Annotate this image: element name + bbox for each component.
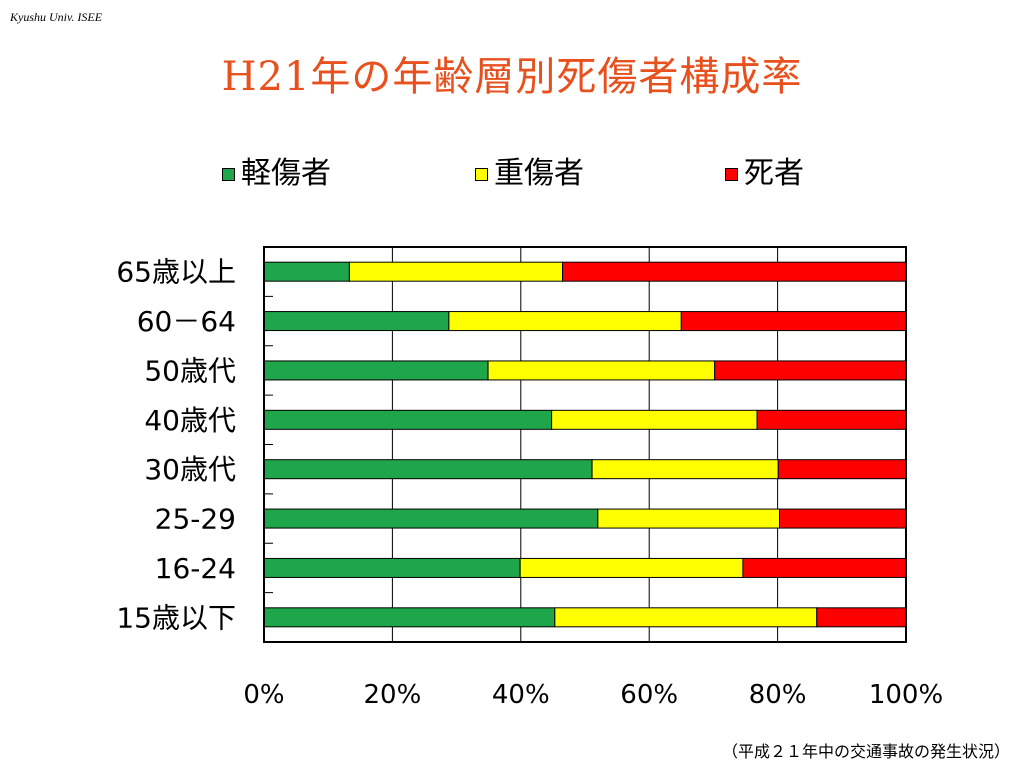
legend-swatch-serious-injury: [475, 167, 488, 181]
legend-label-minor-injury: 軽傷者: [241, 156, 331, 191]
chart-legend: 軽傷者 重傷者 死者: [222, 154, 842, 194]
plot-border: [263, 246, 907, 643]
category-label: 65歳以上: [116, 256, 236, 289]
legend-swatch-death: [725, 167, 738, 181]
category-label: 50歳代: [144, 354, 236, 387]
bar-segment: [348, 261, 564, 282]
x-tick-label: 100%: [869, 680, 943, 710]
x-tick-label: 0%: [243, 680, 284, 710]
bar-segment: [263, 459, 593, 480]
x-tick-label: 20%: [364, 680, 422, 710]
category-label: 60－64: [137, 305, 236, 338]
legend-label-serious-injury: 重傷者: [494, 156, 584, 191]
bar-segment: [263, 508, 599, 529]
bar-segment: [519, 557, 744, 578]
x-tick-label: 60%: [620, 680, 678, 710]
legend-item-serious-injury: 重傷者: [475, 154, 584, 194]
bar-segment: [551, 409, 758, 430]
bar-segment: [562, 261, 907, 282]
bar-segment: [263, 360, 489, 381]
category-label: 30歳代: [144, 453, 236, 486]
bar-segment: [779, 508, 907, 529]
bar-segment: [816, 607, 907, 628]
bar-segment: [777, 459, 907, 480]
bar-segment: [263, 311, 450, 332]
bar-segment: [591, 459, 779, 480]
category-label: 16-24: [155, 552, 236, 585]
bar-segment: [680, 311, 907, 332]
category-label: 15歳以下: [116, 601, 236, 634]
bar-segment: [597, 508, 781, 529]
organization-label: Kyushu Univ. ISEE: [10, 10, 103, 24]
x-tick-label: 80%: [749, 680, 807, 710]
legend-item-minor-injury: 軽傷者: [222, 154, 331, 194]
legend-swatch-minor-injury: [222, 167, 235, 181]
legend-item-death: 死者: [725, 154, 804, 194]
bar-segment: [263, 607, 556, 628]
bar-segment: [487, 360, 716, 381]
bar-segment: [263, 261, 350, 282]
source-caption: （平成２１年中の交通事故の発生状況）: [721, 742, 1010, 761]
legend-label-death: 死者: [744, 156, 804, 191]
category-label: 40歳代: [144, 404, 236, 437]
plot-area: [264, 247, 906, 642]
bar-segment: [742, 557, 907, 578]
bar-segment: [756, 409, 907, 430]
bar-segment: [714, 360, 907, 381]
bar-segment: [554, 607, 818, 628]
bar-segment: [263, 557, 521, 578]
bar-segment: [448, 311, 682, 332]
category-label: 25-29: [155, 503, 236, 536]
x-tick-label: 40%: [492, 680, 550, 710]
bar-segment: [263, 409, 553, 430]
slide-title: H21年の年齢層別死傷者構成率: [221, 54, 803, 100]
